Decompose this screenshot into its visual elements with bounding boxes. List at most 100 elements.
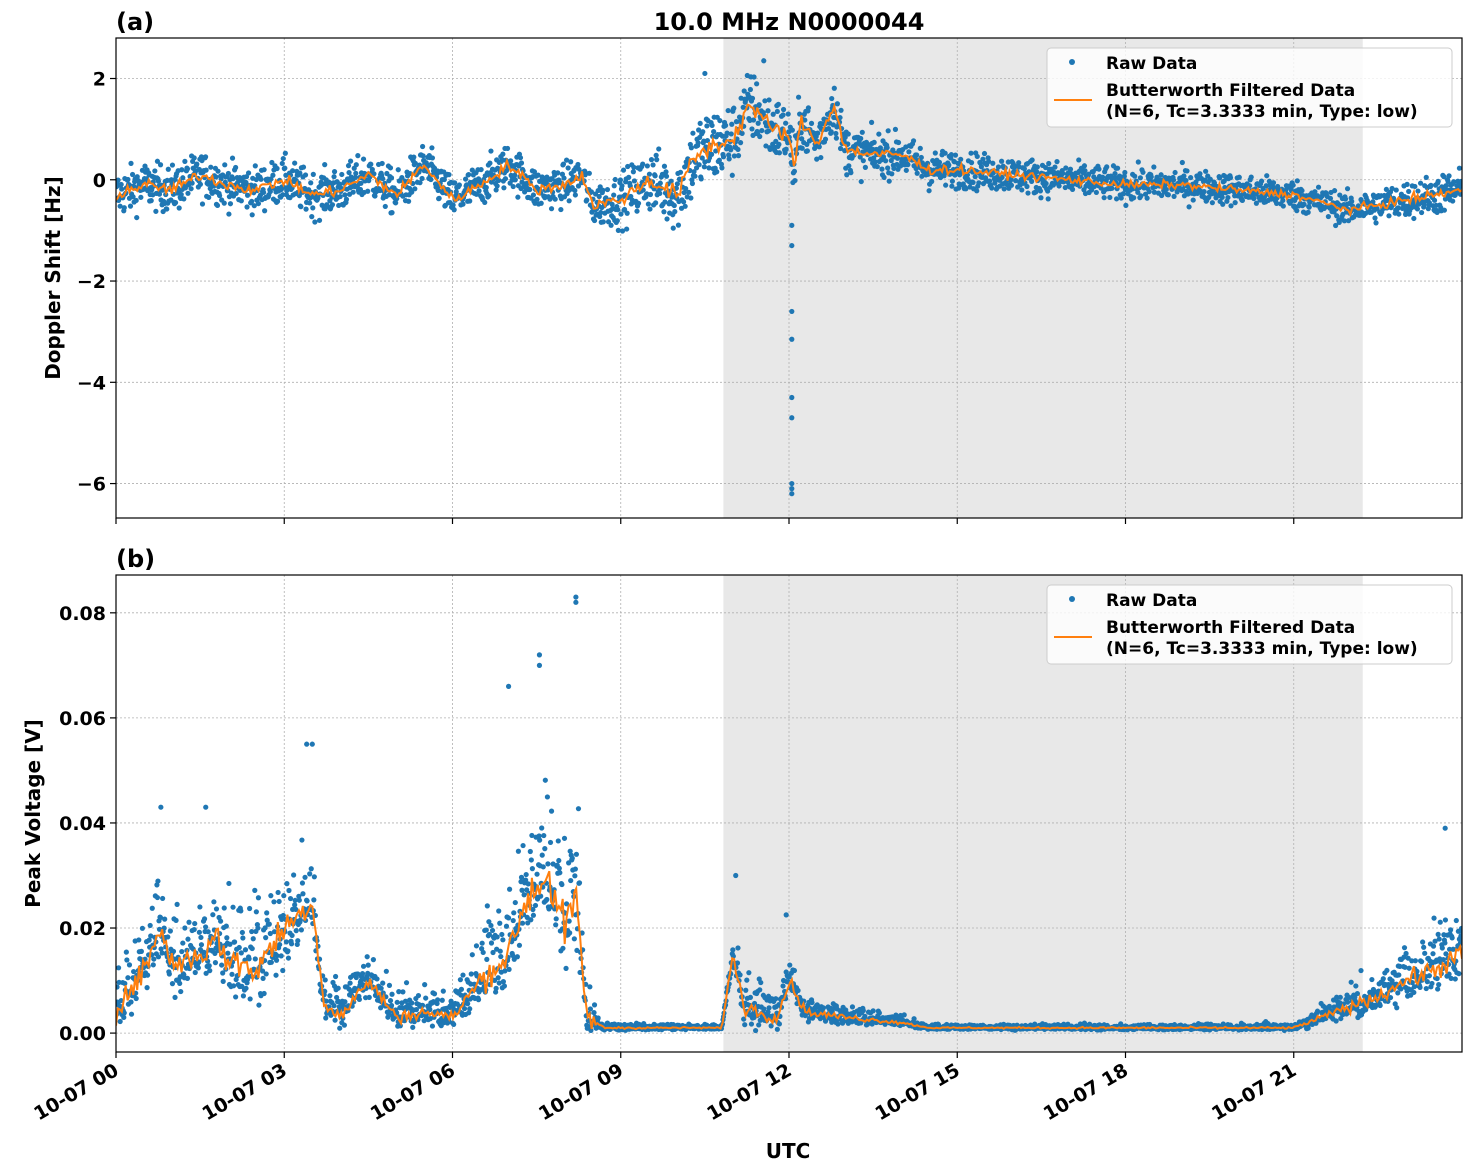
raw-data-point: [423, 995, 429, 1001]
raw-data-point: [1314, 1008, 1321, 1014]
raw-data-point: [420, 153, 426, 159]
raw-data-point: [634, 208, 640, 214]
raw-data-point: [783, 146, 789, 152]
raw-data-point: [307, 200, 313, 206]
raw-data-point: [224, 935, 230, 941]
raw-data-point: [1024, 183, 1030, 190]
raw-data-point: [1179, 159, 1185, 166]
raw-data-point: [785, 111, 791, 117]
raw-data-point: [302, 874, 308, 880]
raw-data-point: [358, 180, 364, 186]
raw-data-point: [548, 206, 555, 212]
raw-data-point: [133, 995, 139, 1002]
raw-data-point: [249, 945, 255, 952]
raw-data-point: [402, 998, 409, 1004]
raw-data-point: [1383, 186, 1389, 193]
raw-data-point: [302, 172, 309, 178]
raw-data-point: [1019, 187, 1025, 193]
raw-data-point: [189, 180, 195, 186]
raw-data-point: [626, 174, 632, 180]
raw-data-point: [186, 919, 192, 925]
raw-data-point: [644, 163, 650, 169]
raw-data-point: [386, 1009, 392, 1015]
raw-data-point: [880, 154, 887, 160]
raw-data-point: [409, 1000, 415, 1006]
raw-data-point: [505, 915, 512, 921]
raw-data-point: [262, 925, 268, 931]
raw-data-point: [308, 866, 314, 872]
raw-data-point: [337, 193, 343, 200]
raw-data-point: [261, 990, 267, 997]
raw-data-point: [298, 927, 305, 933]
raw-data-point: [1135, 189, 1141, 195]
raw-data-point: [792, 177, 798, 184]
raw-data-point: [566, 918, 572, 924]
raw-data-point: [501, 983, 508, 989]
raw-data-point: [148, 198, 154, 204]
raw-data-point: [891, 165, 897, 172]
raw-data-point: [415, 992, 422, 999]
raw-data-point: [467, 1006, 473, 1012]
raw-data-point: [1443, 183, 1449, 189]
raw-data-point: [134, 214, 140, 221]
raw-data-point: [1251, 195, 1257, 202]
raw-data-point: [657, 190, 663, 196]
raw-data-point: [352, 174, 358, 181]
raw-data-point: [858, 178, 864, 185]
raw-data-point: [972, 174, 978, 180]
raw-data-point: [291, 872, 297, 878]
raw-data-point: [1396, 211, 1402, 217]
raw-data-point: [497, 920, 503, 926]
raw-data-point: [703, 144, 709, 150]
raw-data-point: [689, 180, 696, 187]
raw-data-point: [1431, 197, 1438, 203]
raw-data-point: [335, 985, 341, 991]
raw-data-point: [1170, 177, 1177, 183]
raw-data-point: [749, 95, 756, 101]
raw-data-point: [1033, 189, 1039, 195]
raw-data-point: [704, 137, 711, 144]
raw-data-point: [428, 176, 434, 183]
raw-data-point: [776, 150, 783, 156]
raw-data-point: [619, 183, 625, 189]
raw-data-point: [446, 172, 452, 178]
raw-data-point: [542, 846, 548, 852]
raw-data-point: [1158, 172, 1164, 178]
raw-data-point: [147, 922, 153, 929]
raw-data-point: [238, 908, 244, 914]
raw-data-point: [450, 202, 456, 208]
raw-data-point: [295, 938, 301, 944]
raw-data-point: [686, 189, 692, 195]
raw-data-point: [494, 934, 500, 940]
raw-data-point: [466, 171, 472, 178]
raw-data-point: [566, 198, 572, 204]
raw-data-point: [119, 186, 125, 192]
raw-data-point: [773, 996, 779, 1002]
raw-data-point: [323, 1015, 329, 1021]
y-axis-label: Doppler Shift [Hz]: [41, 176, 65, 380]
raw-data-point: [1045, 188, 1051, 194]
raw-data-point: [198, 942, 205, 948]
raw-data-point: [728, 147, 734, 153]
panel-label: (a): [116, 8, 154, 36]
raw-data-point: [1228, 203, 1234, 209]
raw-data-point: [253, 909, 259, 915]
raw-data-point: [226, 211, 232, 217]
raw-data-point: [1021, 166, 1027, 172]
raw-data-point: [197, 904, 203, 910]
raw-data-point: [1046, 160, 1052, 167]
raw-data-point: [419, 175, 425, 182]
raw-data-point: [758, 979, 764, 986]
raw-data-point: [816, 144, 822, 150]
raw-data-point: [751, 74, 757, 80]
raw-data-point: [611, 183, 617, 189]
raw-data-point: [799, 136, 805, 142]
raw-data-point: [331, 1003, 337, 1009]
raw-data-point: [691, 169, 697, 175]
raw-data-point: [153, 208, 159, 214]
raw-data-point: [842, 134, 848, 140]
raw-data-point: [337, 181, 343, 187]
raw-data-point: [412, 186, 418, 192]
raw-data-point: [917, 145, 923, 151]
raw-data-point: [787, 962, 793, 968]
